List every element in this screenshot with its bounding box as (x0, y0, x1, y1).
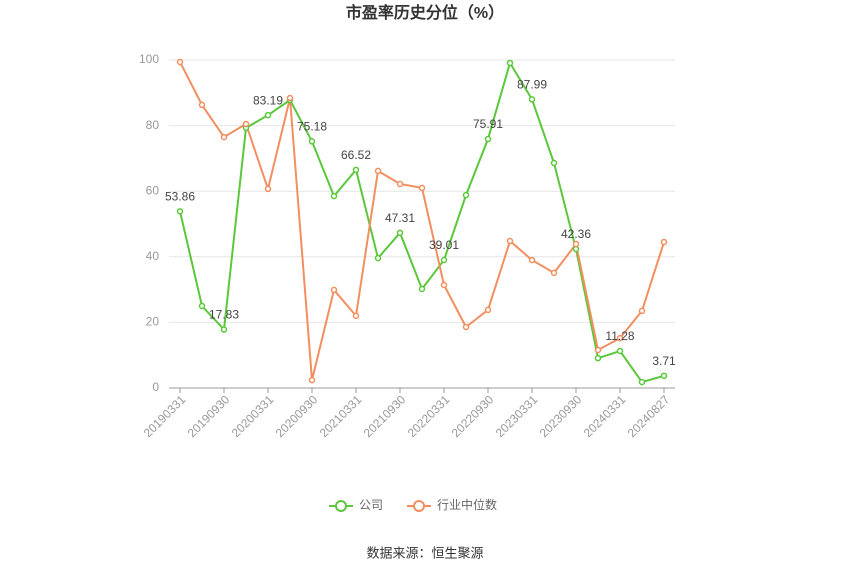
data-label: 11.28 (605, 329, 634, 343)
data-label: 75.91 (473, 117, 503, 131)
data-point (550, 159, 558, 167)
x-tick-label: 20190331 (141, 392, 189, 440)
data-point (308, 376, 316, 384)
data-point (462, 191, 470, 199)
series-line (179, 61, 665, 381)
data-point (176, 208, 184, 215)
legend-label: 公司 (359, 498, 383, 512)
y-tick-label: 0 (152, 380, 159, 394)
x-tick-label: 20210331 (317, 392, 365, 440)
data-point (264, 185, 272, 193)
data-label: 87.99 (517, 78, 547, 92)
data-point (330, 286, 338, 294)
data-point (506, 59, 514, 67)
data-label: 17.83 (209, 308, 239, 322)
data-point (418, 184, 426, 192)
data-label: 75.18 (297, 120, 327, 134)
data-label: 83.19 (253, 93, 283, 107)
legend-label: 行业中位数 (437, 497, 497, 512)
data-point (484, 135, 492, 143)
data-point (352, 166, 360, 174)
x-tick-label: 20240331 (581, 392, 629, 440)
data-point (550, 269, 558, 277)
y-tick-label: 40 (146, 249, 160, 263)
data-point (308, 138, 316, 145)
data-point (616, 334, 624, 342)
data-point (198, 302, 206, 310)
data-point (440, 281, 448, 289)
data-point (286, 94, 294, 102)
data-point (594, 346, 602, 354)
data-point (330, 192, 338, 200)
data-point (660, 238, 668, 246)
x-tick-label: 20230331 (493, 392, 541, 440)
legend-marker (335, 500, 347, 512)
x-tick-label: 20220331 (405, 392, 453, 440)
data-point (352, 312, 360, 320)
data-point (484, 306, 492, 314)
source-note: 数据来源：恒生聚源 (366, 545, 483, 560)
data-point (374, 254, 382, 262)
x-tick-label: 20220930 (449, 392, 497, 440)
x-tick-label: 20240827 (625, 392, 673, 440)
y-tick-label: 60 (146, 183, 160, 197)
data-point (506, 237, 514, 245)
data-label: 42.36 (561, 227, 591, 241)
data-point (528, 96, 536, 103)
y-tick-label: 100 (139, 52, 159, 66)
x-tick-label: 20190930 (185, 392, 233, 440)
series-line (179, 60, 665, 384)
data-point (264, 111, 272, 119)
data-point (396, 229, 404, 237)
y-tick-label: 20 (146, 315, 160, 329)
data-point (242, 120, 250, 128)
data-point (572, 240, 580, 248)
data-label: 53.86 (165, 190, 195, 204)
data-point (594, 354, 602, 362)
data-point (220, 326, 228, 333)
data-point (572, 245, 580, 253)
data-point (220, 133, 228, 141)
legend-marker (413, 500, 425, 512)
y-tick-label: 80 (146, 118, 160, 132)
data-label: 3.71 (652, 354, 676, 368)
data-label: 39.01 (429, 238, 459, 252)
data-point (396, 180, 404, 188)
chart-title: 市盈率历史分位（%） (346, 3, 504, 22)
x-tick-label: 20200930 (273, 392, 321, 440)
data-label: 47.31 (385, 211, 415, 225)
data-point (440, 256, 448, 264)
data-point (374, 167, 382, 175)
data-point (176, 58, 184, 66)
data-point (638, 378, 646, 386)
data-point (638, 307, 646, 315)
data-point (418, 285, 426, 293)
x-tick-label: 20210930 (361, 392, 409, 440)
data-point (462, 323, 470, 331)
data-point (616, 347, 624, 355)
data-point (660, 372, 668, 380)
data-label: 66.52 (341, 148, 371, 162)
x-tick-label: 20200331 (229, 392, 277, 440)
data-point (198, 101, 206, 109)
x-tick-label: 20230930 (537, 392, 585, 440)
data-point (528, 256, 536, 264)
